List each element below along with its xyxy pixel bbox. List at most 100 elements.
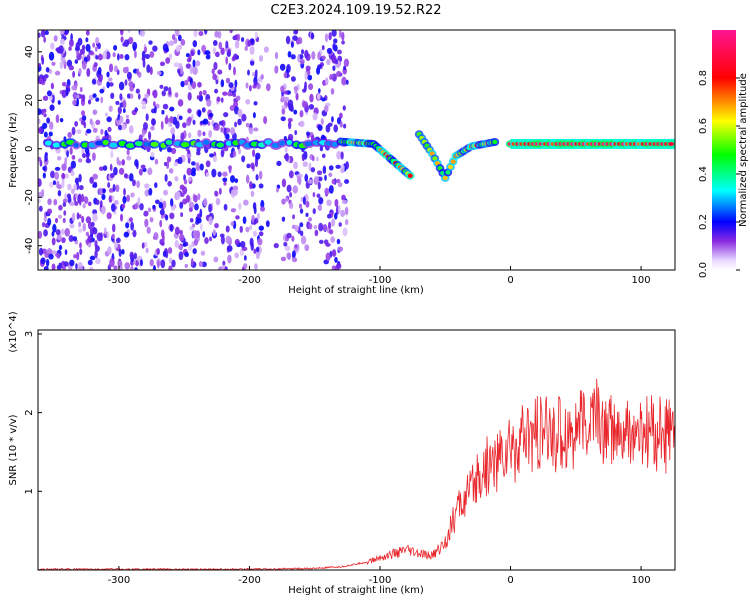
spectrogram-cell <box>76 129 82 135</box>
spectrogram-cell <box>190 161 196 166</box>
spectrogram-cell <box>192 40 198 48</box>
spectrogram-cell <box>132 229 137 238</box>
spectrogram-cell <box>104 129 108 137</box>
spectrogram-cell <box>291 250 296 258</box>
spectrogram-cell <box>291 235 295 242</box>
spectrogram-cell <box>295 92 299 101</box>
spectrogram-cell <box>281 178 287 188</box>
spectrogram-cell <box>113 166 118 176</box>
spectrogram-cell <box>109 258 115 268</box>
spectrogram-cell <box>407 173 413 178</box>
spectrogram-cell <box>38 156 42 162</box>
colorbar-tick-label: 0.0 <box>698 262 709 278</box>
spectrogram-cell <box>206 98 212 107</box>
spectrogram-cell <box>324 187 330 195</box>
spectrogram-cell <box>139 203 144 211</box>
spectrogram-cell <box>78 173 82 183</box>
spectrogram-cell <box>92 173 98 180</box>
spectrogram-cell <box>56 156 62 161</box>
spectrogram-cell <box>146 226 151 234</box>
spectrogram-cell <box>212 47 217 55</box>
spectrogram-cell <box>64 173 69 179</box>
spectrogram-cell <box>161 109 165 115</box>
snr-series-line <box>38 378 675 570</box>
spectrogram-cell <box>140 164 146 169</box>
spectrogram-cell <box>307 179 314 184</box>
spectrogram-cell <box>279 140 285 146</box>
spectrogram-cell <box>41 221 46 228</box>
spectrogram-cell <box>109 172 115 179</box>
spectrogram-cell <box>167 247 173 254</box>
spectrogram-cell <box>294 244 298 249</box>
spectrogram-cell <box>317 51 321 61</box>
spectrogram-cell <box>163 189 169 196</box>
spectrogram-cell <box>224 266 228 270</box>
spectrogram-cell <box>339 120 343 128</box>
spectrogram-cell <box>450 159 456 164</box>
spectrogram-cell <box>321 55 326 61</box>
spectrogram-cell <box>132 41 138 51</box>
spectrogram-cell <box>52 142 61 148</box>
spectrogram-cell <box>237 118 242 126</box>
spectrogram-cell <box>289 191 293 198</box>
spectrogram-cell <box>191 81 197 89</box>
spectrogram-cell <box>188 207 193 213</box>
spectrogram-cell <box>263 46 269 53</box>
spectrogram-cell <box>222 171 228 177</box>
spectrogram-cell <box>73 91 77 100</box>
spectrogram-cell <box>240 241 246 248</box>
x-tick-label: -100 <box>369 575 392 586</box>
spectrogram-cell <box>234 178 239 183</box>
spectrogram-cell <box>343 58 350 67</box>
spectrogram-cell <box>43 77 47 82</box>
spectrogram-cell <box>281 105 287 110</box>
spectrogram-cell <box>78 266 84 270</box>
spectrogram-cell <box>123 187 126 196</box>
spectrogram-cell <box>163 86 169 92</box>
spectrogram-cell <box>45 258 50 267</box>
spectrogram-cell <box>333 124 338 133</box>
spectrogram-cell <box>209 153 214 158</box>
spectrogram-cell <box>258 225 265 231</box>
spectrogram-cell <box>214 88 219 94</box>
spectrogram-cell <box>158 201 163 209</box>
spectrogram-cell <box>119 213 124 222</box>
spectrogram-cell <box>89 255 96 261</box>
spectrogram-cell <box>284 152 289 162</box>
spectrogram-cell <box>120 36 124 43</box>
x-tick-label: -100 <box>369 275 392 286</box>
spectrogram-cell <box>49 104 55 111</box>
spectrogram-cell <box>130 192 135 198</box>
spectrogram-cell <box>134 203 138 210</box>
spectrogram-cell <box>188 132 192 139</box>
spectrogram-cell <box>193 239 199 246</box>
spectrogram-cell <box>284 245 291 252</box>
spectrogram-cell <box>42 122 48 129</box>
spectrogram-cell <box>304 173 309 182</box>
spectrogram-cell <box>213 256 219 263</box>
spectrogram-cell <box>38 198 41 204</box>
spectrogram-cell <box>38 230 43 239</box>
spectrogram-cell <box>102 50 107 60</box>
spectrogram-cell <box>283 90 288 95</box>
colorbar-label: Normalized spectral amplitude <box>738 73 749 227</box>
spectrogram-cell <box>63 210 67 216</box>
spectrogram-cell <box>79 86 83 93</box>
spectrogram-cell <box>200 223 203 231</box>
spectrogram-cell <box>265 83 271 92</box>
spectrogram-cell <box>237 108 243 118</box>
spectrogram-cell <box>104 112 108 117</box>
spectrogram-cell <box>122 66 129 74</box>
spectrogram-cell <box>227 48 231 56</box>
spectrogram-cell <box>53 198 58 206</box>
spectrogram-cell <box>92 42 96 48</box>
spectrogram-cell <box>61 57 66 65</box>
spectrogram-cell <box>273 243 279 249</box>
spectrogram-cell <box>44 153 48 162</box>
colorbar-tick-label: 0.8 <box>698 70 709 86</box>
spectrogram-cell <box>264 139 272 145</box>
spectrogram-cell <box>78 197 82 206</box>
spectrogram-cell <box>242 216 247 224</box>
spectrogram-cell <box>305 200 310 208</box>
spectrogram-cell <box>299 120 305 128</box>
